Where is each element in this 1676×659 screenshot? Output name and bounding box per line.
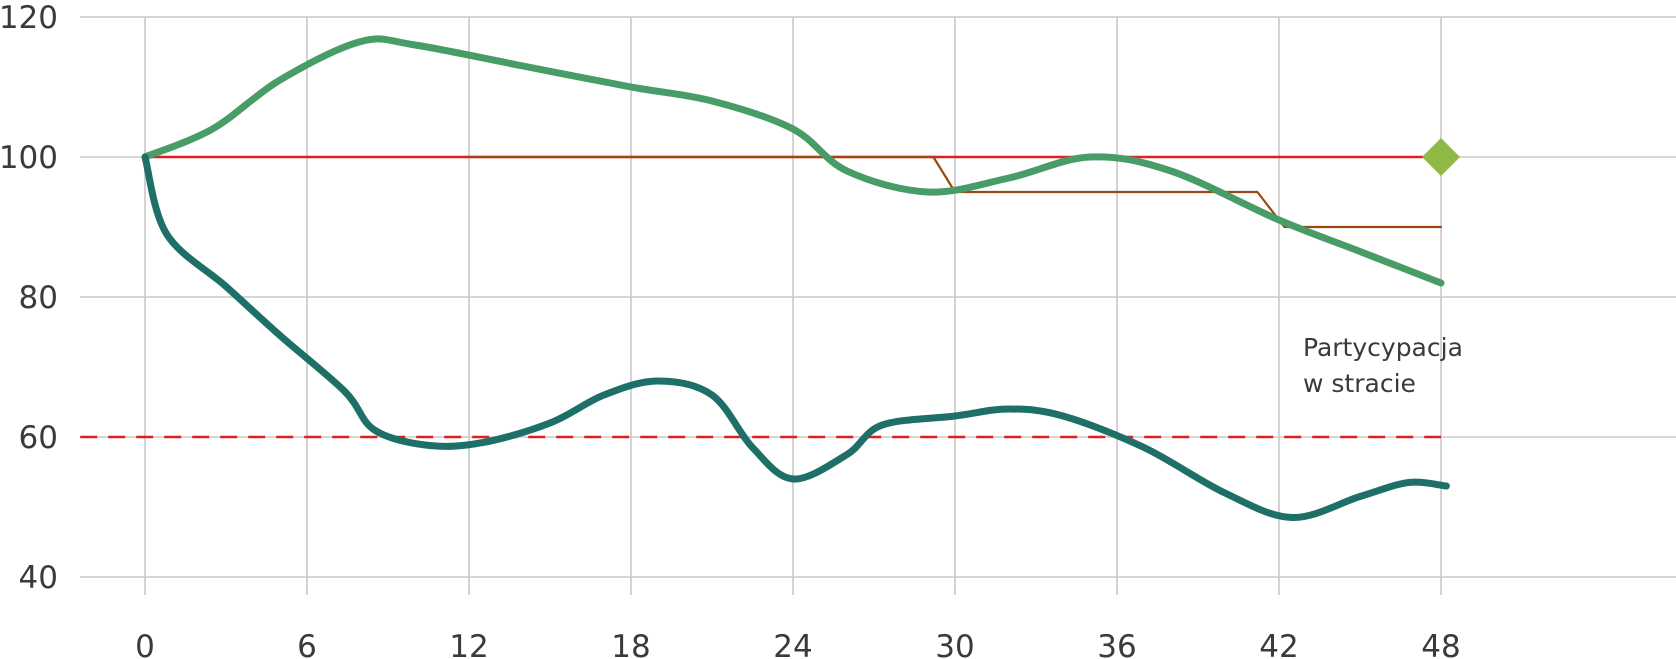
y-tick-label: 80: [19, 280, 58, 316]
annotation-line-1: Partycypacja: [1303, 333, 1463, 362]
lower-curve: [141, 153, 1450, 522]
x-tick-label: 30: [935, 629, 974, 659]
series-layer: [80, 35, 1450, 522]
y-tick-label: 120: [0, 0, 58, 36]
x-tick-label: 12: [449, 629, 488, 659]
y-axis-ticks: 40 60 80 100 120: [0, 0, 58, 596]
annotation-line-2: w stracie: [1303, 369, 1416, 398]
x-tick-label: 48: [1421, 629, 1460, 659]
x-tick-label: 18: [611, 629, 650, 659]
x-tick-label: 24: [773, 629, 812, 659]
x-tick-label: 42: [1259, 629, 1298, 659]
y-tick-label: 60: [19, 420, 58, 456]
y-tick-label: 40: [19, 560, 58, 596]
upper-curve: [141, 35, 1445, 287]
diamond-marker: [1422, 138, 1460, 176]
step-line: [467, 155, 1443, 229]
x-tick-label: 6: [297, 629, 317, 659]
marker-layer: [1422, 138, 1460, 176]
x-tick-label: 36: [1097, 629, 1136, 659]
x-axis-ticks: 0 6 12 18 24 30 36 42 48: [135, 629, 1461, 659]
x-tick-label: 0: [135, 629, 155, 659]
gridlines: [80, 16, 1676, 595]
y-tick-label: 100: [0, 140, 58, 176]
